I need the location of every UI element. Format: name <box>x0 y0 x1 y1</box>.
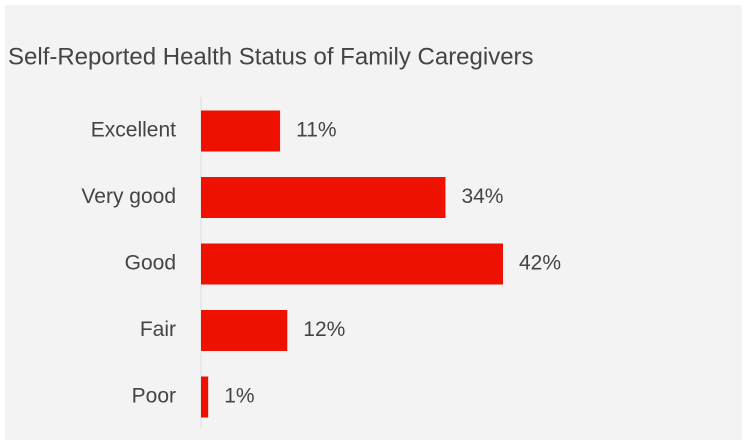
category-label: Good <box>125 252 176 275</box>
chart-title: Self-Reported Health Status of Family Ca… <box>8 43 534 70</box>
value-label: 34% <box>461 185 503 208</box>
chart-background <box>5 5 742 440</box>
value-label: 1% <box>224 385 254 408</box>
bar <box>201 243 503 285</box>
category-label: Fair <box>140 318 176 341</box>
bar <box>201 177 446 218</box>
category-label: Very good <box>81 185 176 208</box>
bar <box>201 376 209 418</box>
bar <box>201 110 281 152</box>
bar <box>201 310 288 351</box>
value-label: 11% <box>296 119 336 142</box>
category-label: Excellent <box>91 119 176 142</box>
category-label: Poor <box>132 385 176 408</box>
value-label: 12% <box>303 318 345 341</box>
value-label: 42% <box>519 252 561 275</box>
